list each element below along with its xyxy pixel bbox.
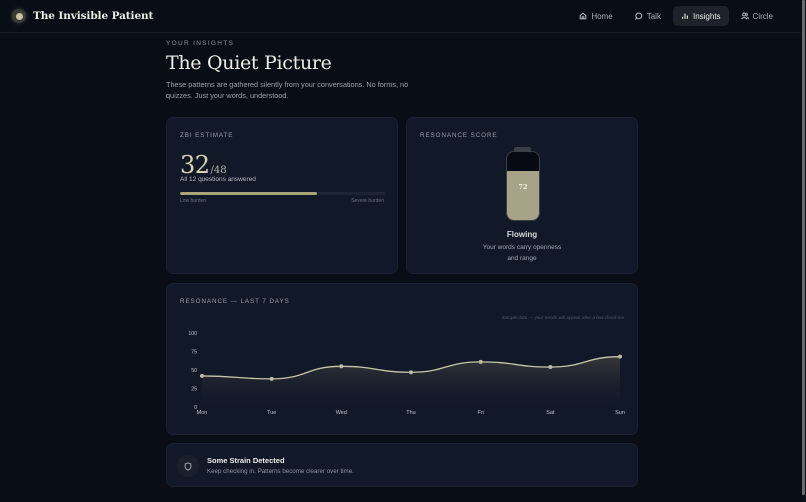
nav-item-label: Talk xyxy=(646,11,661,21)
page-title: The Quiet Picture xyxy=(166,52,332,74)
main-nav: Home Talk Insights Circle xyxy=(571,6,781,26)
zbi-answered-status: All 12 questions answered xyxy=(180,176,256,183)
resonance-value: 72 xyxy=(518,183,528,191)
nav-item-label: Insights xyxy=(692,11,721,21)
data-point[interactable] xyxy=(478,359,483,364)
chart-points xyxy=(200,354,622,381)
glowing-orb-icon xyxy=(12,9,26,23)
nav-item-talk[interactable]: Talk xyxy=(627,6,669,26)
resonance-description-line: and range xyxy=(507,255,537,262)
alert-description: Keep checking in. Patterns become cleare… xyxy=(207,468,354,475)
strain-alert-card: Some Strain Detected Keep checking in. P… xyxy=(166,443,638,487)
zbi-score: 32 /48 xyxy=(180,151,227,179)
x-tick-label: Thu xyxy=(406,410,415,416)
battery-gauge: 72 xyxy=(506,151,540,221)
x-tick-label: Mon xyxy=(197,410,208,416)
x-tick-label: Sun xyxy=(615,410,625,416)
data-point[interactable] xyxy=(269,376,274,381)
nav-item-insights[interactable]: Insights xyxy=(672,6,729,26)
zbi-high-label: Severe burden xyxy=(351,198,384,204)
data-point[interactable] xyxy=(200,373,204,378)
chat-bubble-icon xyxy=(634,12,643,20)
data-point[interactable] xyxy=(548,365,553,370)
zbi-score-max: /48 xyxy=(210,165,227,176)
page-eyebrow: YOUR INSIGHTS xyxy=(166,40,235,47)
card-label: ZBI ESTIMATE xyxy=(180,132,234,139)
users-icon xyxy=(740,12,749,20)
sample-data-note: Sample data — your trends will appear af… xyxy=(501,315,624,320)
shield-icon xyxy=(184,461,192,471)
battery-cap xyxy=(514,147,531,152)
alert-title: Some Strain Detected xyxy=(207,456,285,465)
alert-icon-container xyxy=(177,455,199,477)
x-tick-label: Wed xyxy=(336,410,347,416)
data-point[interactable] xyxy=(409,370,413,375)
top-navigation-bar: The Invisible Patient Home Talk Insights… xyxy=(0,0,801,33)
zbi-low-label: Low burden xyxy=(180,198,207,204)
resonance-description-line: Your words carry openness xyxy=(482,244,562,251)
y-tick-label: 75 xyxy=(191,350,197,356)
y-tick-label: 100 xyxy=(188,331,197,337)
nav-item-home[interactable]: Home xyxy=(571,6,620,26)
resonance-score-card: RESONANCE SCORE 72 Flowing Your words ca… xyxy=(406,117,638,274)
page-scrollbar[interactable] xyxy=(801,0,806,502)
brand[interactable]: The Invisible Patient xyxy=(12,9,153,23)
x-tick-label: Tue xyxy=(267,410,276,416)
app-title: The Invisible Patient xyxy=(33,10,154,22)
x-tick-label: Sat xyxy=(546,410,555,416)
x-tick-label: Fri xyxy=(477,410,483,416)
nav-item-label: Home xyxy=(591,11,613,21)
y-tick-label: 0 xyxy=(194,405,197,411)
zbi-progress-bar xyxy=(180,192,385,195)
nav-item-circle[interactable]: Circle xyxy=(733,6,781,26)
data-point[interactable] xyxy=(339,364,344,369)
card-label: RESONANCE SCORE xyxy=(420,132,498,139)
y-axis: 0 25 50 75 100 xyxy=(188,331,197,411)
y-tick-label: 25 xyxy=(191,387,197,393)
bar-chart-icon xyxy=(682,13,688,19)
battery-fill xyxy=(507,171,539,220)
page-header: YOUR INSIGHTS The Quiet Picture These pa… xyxy=(166,40,436,101)
card-label: RESONANCE — LAST 7 DAYS xyxy=(180,298,290,305)
resonance-line-chart: 0 25 50 75 100 Mon Tue Wed Thu Fri Sat Sun xyxy=(188,331,625,416)
resonance-description: Your words carry openness and range xyxy=(407,242,637,264)
zbi-estimate-card: ZBI ESTIMATE 32 /48 All 12 questions ans… xyxy=(166,117,398,274)
x-axis: Mon Tue Wed Thu Fri Sat Sun xyxy=(197,410,625,416)
home-icon xyxy=(580,12,587,20)
zbi-score-value: 32 xyxy=(180,151,210,179)
zbi-progress-fill xyxy=(180,192,318,195)
page-subtitle: These patterns are gathered silently fro… xyxy=(166,80,409,100)
resonance-state: Flowing xyxy=(506,230,538,239)
resonance-trend-card: RESONANCE — LAST 7 DAYS Sample data — yo… xyxy=(166,283,638,435)
scrollbar-thumb[interactable] xyxy=(802,0,805,495)
data-point[interactable] xyxy=(618,354,622,359)
nav-item-label: Circle xyxy=(752,11,773,21)
chart-area xyxy=(202,356,620,407)
y-tick-label: 50 xyxy=(191,368,197,374)
